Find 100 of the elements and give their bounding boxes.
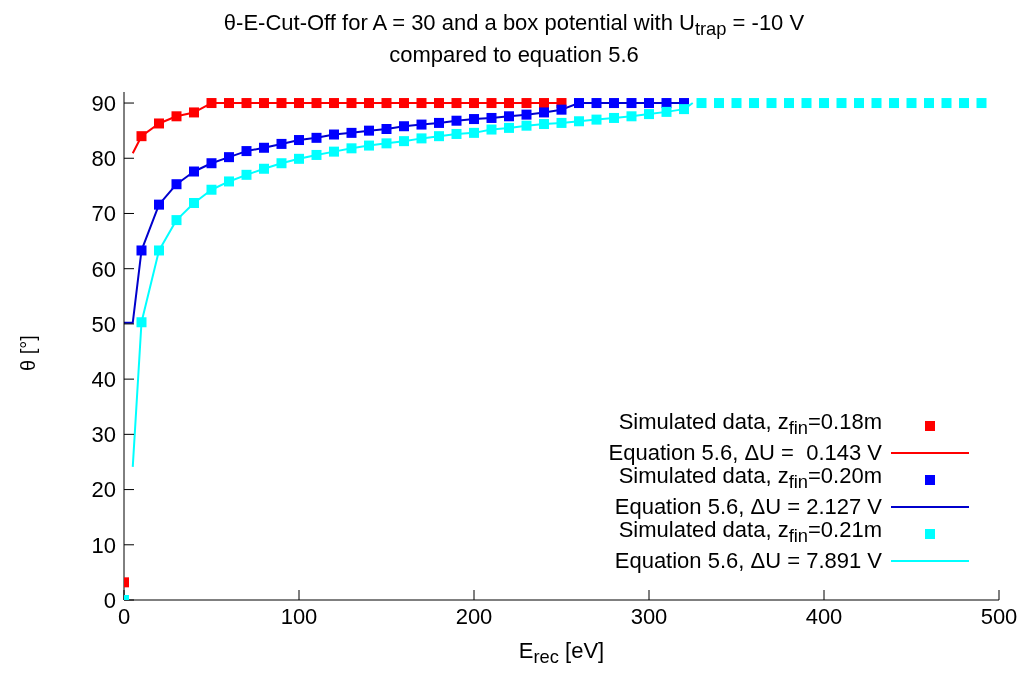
point (609, 112, 619, 123)
point (241, 169, 252, 180)
point (854, 98, 864, 109)
y-axis-title: θ [°] (16, 335, 39, 371)
point (136, 131, 147, 142)
legend-label: Equation 5.6, ΔU = 7.891 V (614, 547, 882, 573)
point (189, 107, 199, 118)
point (346, 98, 357, 109)
point (731, 98, 742, 109)
point (276, 138, 287, 149)
point (259, 142, 269, 153)
point (171, 215, 182, 226)
x-tick-label: 500 (980, 603, 1018, 629)
point (154, 118, 164, 129)
point (626, 111, 637, 122)
y-tick-label: 60 (91, 256, 116, 282)
point (539, 119, 549, 130)
y-tick-label: 50 (91, 311, 116, 337)
legend-label: Equation 5.6, ΔU = 0.143 V (608, 439, 882, 465)
point (381, 98, 392, 109)
y-tick-label: 0 (103, 587, 116, 613)
point (346, 143, 357, 154)
y-tick-label: 90 (91, 90, 116, 116)
y-tick-label: 20 (91, 477, 116, 503)
point (434, 131, 444, 142)
point (469, 98, 479, 109)
point (364, 140, 374, 151)
point (259, 98, 269, 109)
point (311, 149, 322, 160)
point (416, 98, 427, 109)
point (434, 117, 444, 128)
point (136, 317, 147, 328)
point (189, 166, 199, 177)
legend-label: Simulated data, z$_{fin}$=0.18m (618, 409, 882, 440)
y-tick-label: 40 (91, 366, 116, 392)
point (486, 124, 497, 135)
point (224, 98, 234, 109)
y-tick-label: 70 (91, 201, 116, 227)
point (224, 152, 234, 163)
point (836, 98, 847, 109)
point (644, 98, 654, 109)
point (451, 98, 462, 109)
point (574, 98, 584, 109)
chart-subtitle: compared to equation 5.6 (389, 42, 639, 68)
point (241, 146, 252, 157)
point (469, 114, 479, 125)
point (294, 98, 304, 109)
x-tick-label: 300 (630, 603, 668, 629)
point (276, 158, 287, 169)
x-tick-label: 400 (805, 603, 843, 629)
point (749, 98, 759, 109)
point (189, 197, 199, 208)
point (206, 158, 217, 169)
point (819, 98, 829, 109)
point (311, 132, 322, 143)
point (889, 98, 899, 109)
y-tick-label: 30 (91, 422, 116, 448)
point (661, 106, 672, 117)
point (416, 133, 427, 144)
point (136, 245, 147, 256)
point (924, 98, 934, 109)
point (434, 98, 444, 109)
point (504, 98, 514, 109)
point (329, 146, 339, 157)
point (311, 98, 322, 109)
point (364, 98, 374, 109)
point (609, 98, 619, 109)
point (399, 121, 409, 132)
point (801, 98, 812, 109)
point (364, 125, 374, 136)
point (206, 98, 217, 109)
point (294, 135, 304, 146)
x-tick-label: 200 (455, 603, 493, 629)
point (871, 98, 882, 109)
point (154, 199, 164, 210)
point (714, 98, 724, 109)
point (591, 114, 602, 125)
point (399, 136, 409, 147)
x-tick-label: 100 (280, 603, 318, 629)
point (574, 116, 584, 127)
point (241, 98, 252, 109)
point (486, 98, 497, 109)
point (626, 98, 637, 109)
point (539, 107, 549, 118)
point (504, 111, 514, 122)
y-tick-label: 10 (91, 532, 116, 558)
point (171, 179, 182, 190)
point (381, 138, 392, 149)
point (976, 98, 987, 109)
point (154, 245, 164, 256)
point (521, 98, 532, 109)
x-axis-title: E$_{rec}$ [eV] (518, 638, 605, 668)
chart-title: θ-E-Cut-Off for A = 30 and a box potential with U$_{trap}$ = -10 V (223, 10, 805, 40)
point (486, 112, 497, 123)
point (556, 104, 567, 115)
point (941, 98, 952, 109)
point (556, 117, 567, 128)
point (591, 98, 602, 109)
point (504, 122, 514, 133)
legend-label: Equation 5.6, ΔU = 2.127 V (614, 493, 882, 519)
